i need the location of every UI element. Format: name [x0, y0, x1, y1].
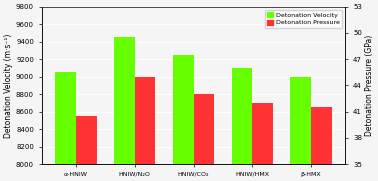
Bar	[194, 94, 214, 181]
Y-axis label: Detonation Pressure (GPa): Detonation Pressure (GPa)	[365, 35, 374, 136]
Bar	[114, 37, 135, 181]
Legend: Detonation Velocity, Detonation Pressure: Detonation Velocity, Detonation Pressure	[265, 10, 342, 28]
Y-axis label: Detonation Velocity (m·s⁻¹): Detonation Velocity (m·s⁻¹)	[4, 33, 13, 138]
Bar	[252, 103, 273, 181]
Bar	[173, 55, 194, 181]
Bar	[56, 72, 76, 181]
Bar	[232, 68, 252, 181]
Bar	[135, 77, 155, 181]
Bar	[290, 77, 311, 181]
Bar	[311, 107, 332, 181]
Bar	[76, 116, 96, 181]
